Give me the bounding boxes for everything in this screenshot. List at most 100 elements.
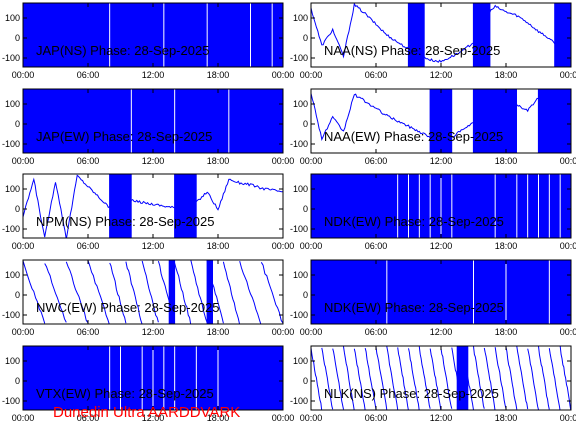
chart-panel: 100 0 -100 00:00 06:00 12:00 18:00 00:00 NPM(NS)… xyxy=(2,173,295,251)
x-tick-label: 00:00 xyxy=(12,241,35,251)
x-tick-label: 00:00 xyxy=(300,241,323,251)
plot-area xyxy=(311,346,571,410)
x-tick-label: 00:00 xyxy=(12,413,35,423)
data-fill xyxy=(23,89,283,153)
x-tick-label: 12:00 xyxy=(430,70,453,80)
chart-panel: 100 0 -100 00:00 06:00 12:00 18:00 00:00 NDK(EW)… xyxy=(290,173,576,251)
chart-panel: 100 0 -100 00:00 06:00 12:00 18:00 00:00 NAA(NS)… xyxy=(290,2,576,80)
x-tick-label: 18:00 xyxy=(207,70,230,80)
y-tick-label: 100 xyxy=(293,99,308,109)
y-tick-label: -100 xyxy=(2,310,20,320)
x-tick-label: 00:00 xyxy=(272,70,295,80)
x-tick-label: 00:00 xyxy=(300,413,323,423)
data-series xyxy=(23,174,283,238)
data-series xyxy=(23,260,283,324)
y-tick-label: 0 xyxy=(15,204,20,214)
chart-panel: 100 0 -100 00:00 06:00 12:00 18:00 00:00 JAP(NS)… xyxy=(2,2,295,80)
x-tick-label: 18:00 xyxy=(207,327,230,337)
chart-title: NDK(EW) Phase: 28-Sep-2025 xyxy=(324,300,504,315)
y-tick-label: 100 xyxy=(293,270,308,280)
x-tick-label: 06:00 xyxy=(365,413,388,423)
chart-title: JAP(NS) Phase: 28-Sep-2025 xyxy=(36,43,209,58)
x-tick-label: 18:00 xyxy=(495,413,518,423)
x-tick-label: 06:00 xyxy=(77,413,100,423)
x-tick-label: 18:00 xyxy=(207,241,230,251)
x-tick-label: 12:00 xyxy=(430,241,453,251)
x-tick-label: 00:00 xyxy=(560,70,576,80)
chart-title: NWC(EW) Phase: 28-Sep-2025 xyxy=(36,300,220,315)
chart-panel: 100 0 -100 00:00 06:00 12:00 18:00 00:00 NDK(EW)… xyxy=(290,259,576,337)
chart-title: NAA(EW) Phase: 28-Sep-2025 xyxy=(324,129,503,144)
data-series xyxy=(311,3,571,63)
y-tick-label: -100 xyxy=(2,53,20,63)
chart-title: NPM(NS) Phase: 28-Sep-2025 xyxy=(36,214,214,229)
y-tick-label: -100 xyxy=(2,139,20,149)
chart-panel: 100 0 -100 00:00 06:00 12:00 18:00 00:00 NWC(EW)… xyxy=(2,259,295,337)
chart-panel: 100 0 -100 00:00 06:00 12:00 18:00 00:00 VTX(EW)… xyxy=(2,345,294,423)
data-burst xyxy=(554,3,571,67)
y-tick-label: 0 xyxy=(303,290,308,300)
x-tick-label: 00:00 xyxy=(300,327,323,337)
y-tick-label: 0 xyxy=(303,376,308,386)
x-tick-label: 18:00 xyxy=(207,413,230,423)
data-fill xyxy=(23,3,283,67)
x-tick-label: 12:00 xyxy=(142,156,165,166)
footer-caption: Dunedin Ultra AARDDVARK xyxy=(53,404,241,421)
y-tick-label: -100 xyxy=(2,224,20,234)
x-tick-label: 12:00 xyxy=(142,327,165,337)
chart-title: NAA(NS) Phase: 28-Sep-2025 xyxy=(324,43,500,58)
data-burst xyxy=(472,3,491,67)
x-tick-label: 18:00 xyxy=(495,241,518,251)
y-tick-label: -100 xyxy=(290,396,308,406)
x-tick-label: 06:00 xyxy=(77,241,100,251)
chart-title: JAP(EW) Phase: 28-Sep-2025 xyxy=(36,129,212,144)
chart-title: VTX(EW) Phase: 28-Sep-2025 xyxy=(36,386,214,401)
plot-area xyxy=(23,260,283,324)
y-tick-label: 0 xyxy=(15,119,20,129)
y-tick-label: -100 xyxy=(290,53,308,63)
y-tick-label: 100 xyxy=(293,13,308,23)
x-tick-label: 00:00 xyxy=(12,156,35,166)
x-tick-label: 12:00 xyxy=(430,156,453,166)
x-tick-label: 00:00 xyxy=(12,70,35,80)
y-tick-label: -100 xyxy=(290,139,308,149)
y-tick-label: 100 xyxy=(5,184,20,194)
y-tick-label: 100 xyxy=(5,99,20,109)
x-tick-label: 00:00 xyxy=(300,156,323,166)
data-burst xyxy=(472,89,517,153)
x-tick-label: 06:00 xyxy=(365,70,388,80)
x-tick-label: 12:00 xyxy=(430,327,453,337)
chart-title: NLK(NS) Phase: 28-Sep-2025 xyxy=(324,386,499,401)
x-tick-label: 18:00 xyxy=(495,156,518,166)
y-tick-label: 100 xyxy=(293,184,308,194)
data-burst xyxy=(174,174,197,238)
chart-panel: 100 0 -100 00:00 06:00 12:00 18:00 00:00 NLK(NS)… xyxy=(290,345,576,423)
x-tick-label: 06:00 xyxy=(77,327,100,337)
data-burst xyxy=(168,260,176,324)
data-burst xyxy=(537,89,571,153)
x-tick-label: 00:00 xyxy=(560,327,576,337)
x-tick-label: 00:00 xyxy=(560,241,576,251)
x-tick-label: 00:00 xyxy=(272,241,295,251)
data-fill xyxy=(311,260,571,324)
x-tick-label: 00:00 xyxy=(300,70,323,80)
y-tick-label: 0 xyxy=(15,290,20,300)
y-tick-label: 0 xyxy=(303,33,308,43)
plot-area xyxy=(23,3,283,67)
x-tick-label: 18:00 xyxy=(495,327,518,337)
plot-area xyxy=(311,260,571,324)
x-tick-label: 06:00 xyxy=(77,70,100,80)
data-burst xyxy=(109,174,132,238)
y-tick-label: 100 xyxy=(5,356,20,366)
y-tick-label: 0 xyxy=(303,119,308,129)
x-tick-label: 12:00 xyxy=(430,413,453,423)
y-tick-label: 0 xyxy=(15,33,20,43)
plot-area xyxy=(23,89,283,153)
y-tick-label: 100 xyxy=(5,270,20,280)
x-tick-label: 06:00 xyxy=(365,327,388,337)
x-tick-label: 12:00 xyxy=(142,241,165,251)
x-tick-label: 00:00 xyxy=(272,327,295,337)
data-burst xyxy=(407,3,425,67)
